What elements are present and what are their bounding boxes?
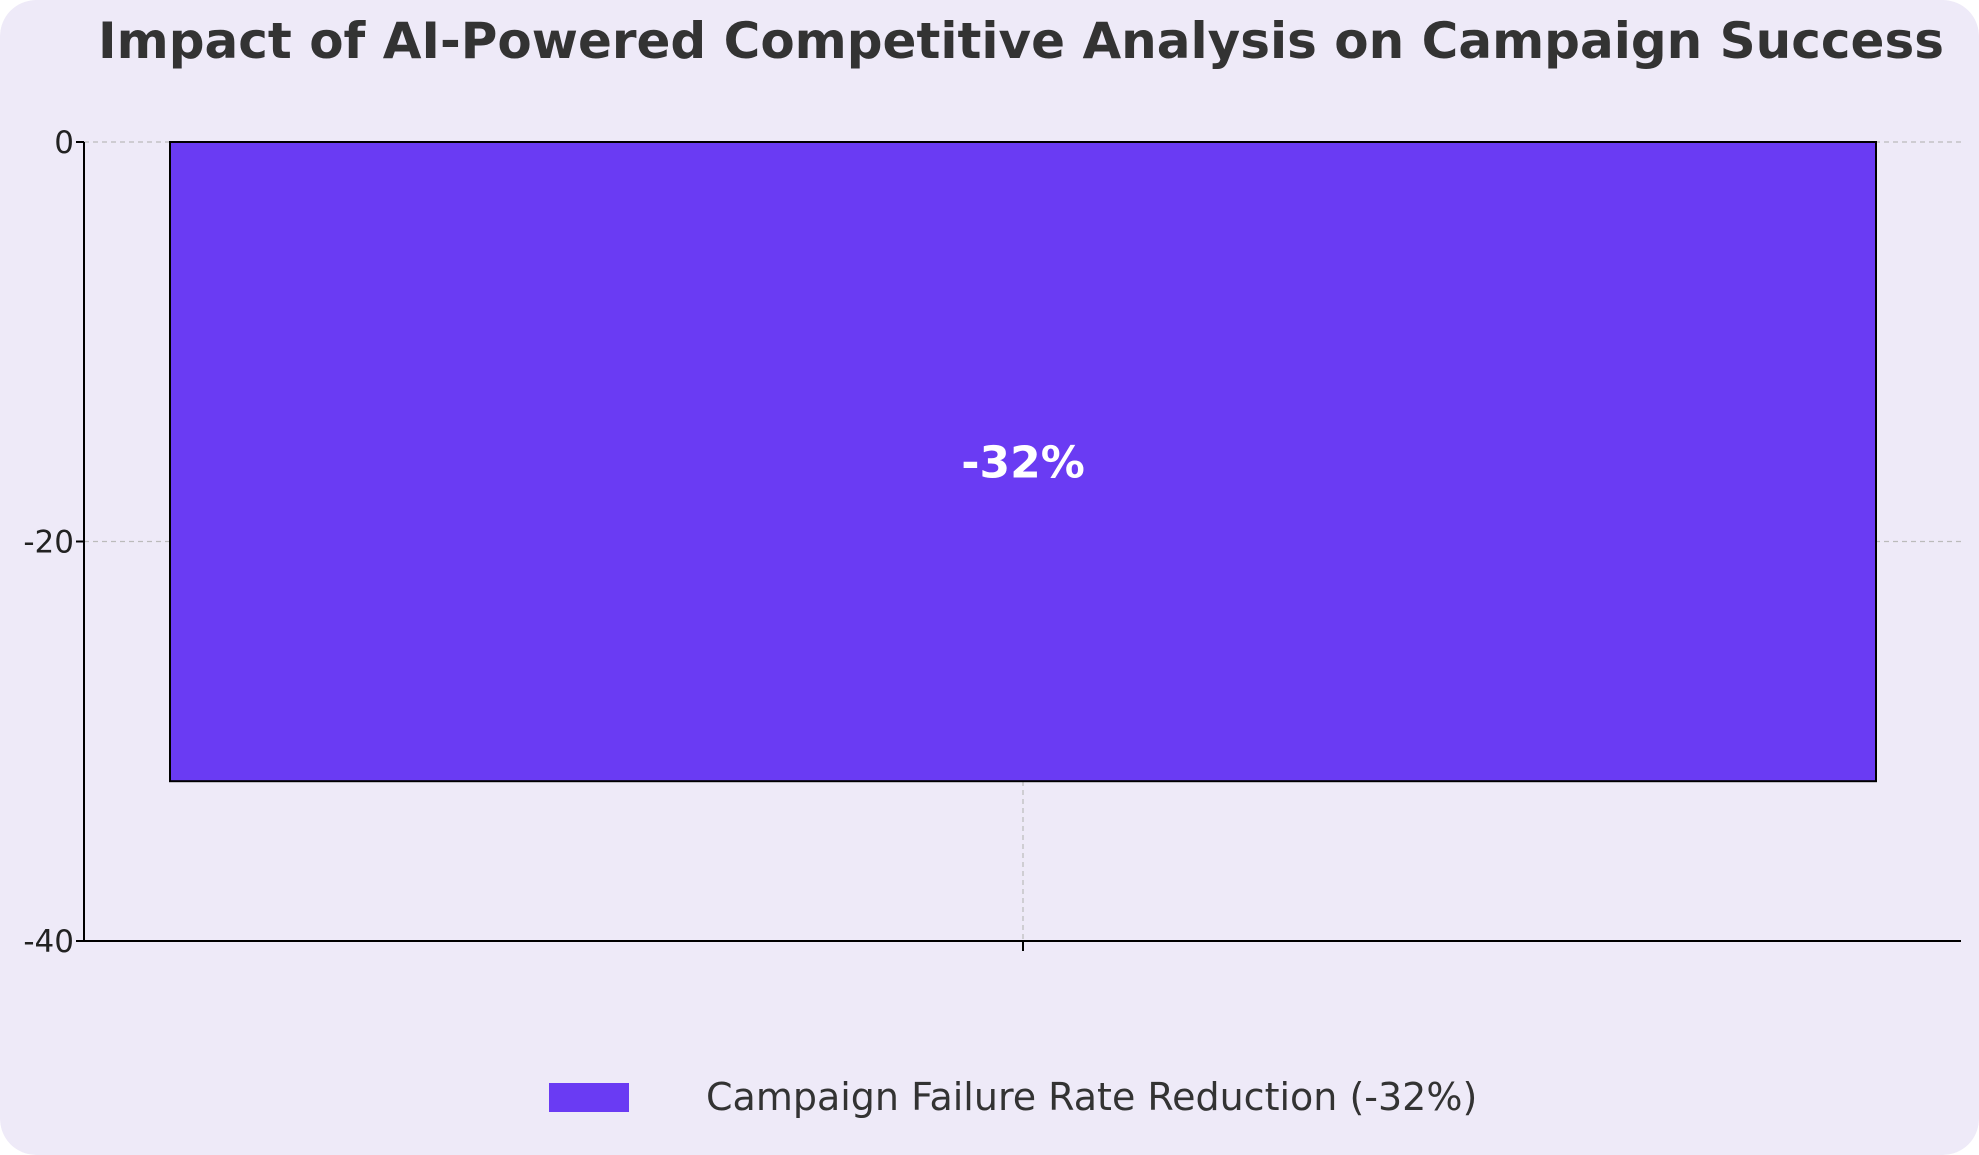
legend-label: Campaign Failure Rate Reduction (-32%) bbox=[706, 1075, 1477, 1119]
y-tick-label: -20 bbox=[23, 525, 74, 561]
bars: -32% bbox=[169, 141, 1877, 783]
y-tick-label: 0 bbox=[54, 125, 74, 161]
axes: 0 -20 -40 bbox=[23, 125, 1961, 960]
bar bbox=[169, 141, 1877, 783]
bar-data-label: -32% bbox=[961, 438, 1085, 489]
legend: Campaign Failure Rate Reduction (-32%) bbox=[549, 1075, 1477, 1119]
y-tick-label: -40 bbox=[23, 924, 74, 960]
legend-swatch bbox=[549, 1083, 629, 1112]
chart-title: Impact of AI-Powered Competitive Analysi… bbox=[98, 12, 1944, 70]
